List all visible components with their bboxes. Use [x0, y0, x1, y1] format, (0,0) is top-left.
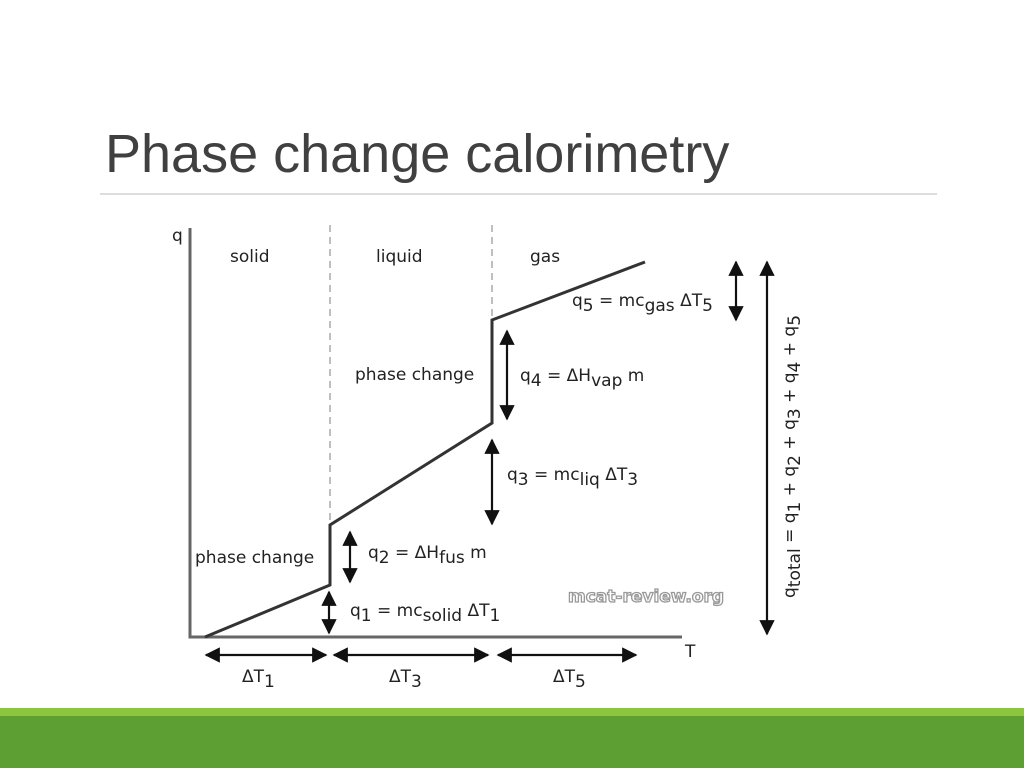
formula: ΔT5	[553, 667, 586, 692]
subscript: 1	[490, 606, 501, 626]
region-label: solid	[230, 247, 270, 267]
subscript: solid	[423, 606, 463, 626]
formula: q1 = mcsolid ΔT1	[350, 601, 500, 626]
formula: qtotal = q1 + q2 + q3 + q4 + q5	[780, 315, 805, 598]
formula-part: q	[780, 587, 800, 598]
formula-part: = ΔH	[390, 543, 439, 563]
subscript: 1	[264, 672, 275, 692]
subscript: vap	[591, 371, 622, 391]
formula-part: = ΔH	[542, 366, 591, 386]
formula-part: ΔT	[600, 465, 628, 485]
formula-part: = mc	[594, 291, 645, 311]
region-label: gas	[530, 247, 560, 267]
formula-part: + q	[780, 372, 800, 408]
formula-part: = mc	[372, 601, 423, 621]
subscript: 2	[379, 548, 390, 568]
footer-strip	[0, 708, 1024, 717]
formula-part: = mc	[529, 465, 580, 485]
formula-part: m	[622, 366, 644, 386]
subscript: liq	[580, 470, 600, 490]
subscript: total	[785, 548, 805, 587]
formula-part: q	[368, 543, 379, 563]
subscript: 4	[531, 371, 542, 391]
subscript: 3	[627, 470, 638, 490]
watermark: mcat-review.org	[568, 587, 724, 607]
formula: q2 = ΔHfus m	[368, 543, 487, 568]
formula-part: q	[572, 291, 583, 311]
subscript: 5	[583, 296, 594, 316]
formula: ΔT3	[389, 667, 422, 692]
subscript: 1	[361, 606, 372, 626]
axis-label: q	[172, 226, 183, 246]
formula-part: ΔT	[462, 601, 490, 621]
formula-part: ΔT	[675, 291, 703, 311]
phase-label: phase change	[355, 365, 474, 385]
region-label: liquid	[376, 247, 423, 267]
formula-part: q	[520, 366, 531, 386]
subscript: fus	[439, 548, 465, 568]
subscript: 3	[411, 672, 422, 692]
heating-curve	[204, 260, 646, 639]
formula: ΔT1	[242, 667, 275, 692]
subscript: 5	[702, 296, 713, 316]
subscript: 3	[518, 470, 529, 490]
subscript: 5	[575, 672, 586, 692]
formula-part: = q	[780, 512, 800, 548]
formula-part: + q	[780, 326, 800, 362]
axes	[188, 228, 682, 639]
formula-part: + q	[780, 419, 800, 455]
diagram: q T solid liquid gas phase change phase …	[172, 225, 775, 663]
formula: q3 = mcliq ΔT3	[507, 465, 638, 490]
formula-part: q	[350, 601, 361, 621]
formula: q4 = ΔHvap m	[520, 366, 644, 391]
subscript: 3	[785, 408, 805, 419]
phase-label: phase change	[195, 548, 314, 568]
formula-part: ΔT	[242, 667, 265, 687]
formula: q5 = mcgas ΔT5	[572, 291, 713, 316]
formula-part: + q	[780, 466, 800, 502]
subscript: gas	[645, 296, 675, 316]
footer-bar	[0, 716, 1024, 768]
subscript: 5	[785, 315, 805, 326]
formula-part: q	[507, 465, 518, 485]
subscript: 4	[785, 362, 805, 373]
axis-label: T	[684, 642, 696, 662]
formula-part: ΔT	[553, 667, 576, 687]
slide-title: Phase change calorimetry	[105, 124, 729, 184]
subscript: 1	[785, 502, 805, 513]
subscript: 2	[785, 455, 805, 466]
formula-part: ΔT	[389, 667, 412, 687]
formula-part: m	[465, 543, 487, 563]
